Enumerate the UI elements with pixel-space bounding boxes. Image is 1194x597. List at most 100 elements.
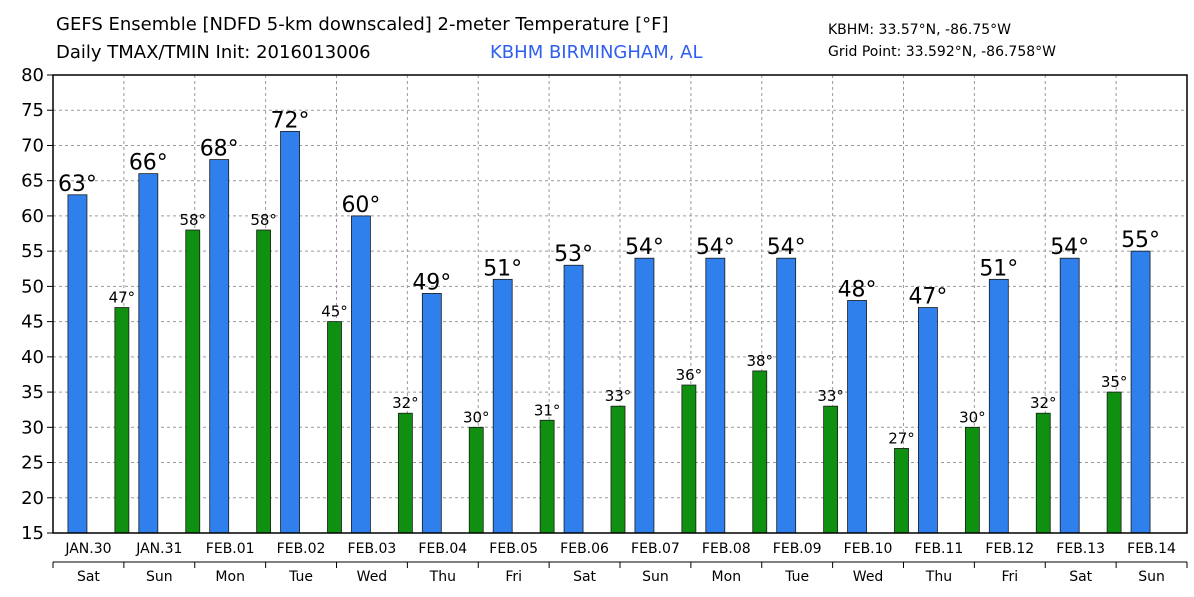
grid-point-coordinates: Grid Point: 33.592°N, -86.758°W: [828, 44, 1056, 60]
tmin-bar: [752, 370, 768, 534]
tmin-bar: [1106, 391, 1122, 534]
tmax-bar: [776, 257, 797, 534]
x-date-label: FEB.11: [915, 541, 964, 557]
y-tick-label: 65: [21, 171, 44, 192]
tmax-data-label: 49°: [412, 270, 451, 295]
tmin-data-label: 27°: [888, 429, 915, 447]
x-day-label: Sun: [642, 569, 669, 585]
x-day-label: Tue: [784, 569, 809, 585]
y-tick-label: 75: [21, 100, 44, 121]
x-day-label: Mon: [712, 569, 742, 585]
y-tick-label: 80: [21, 65, 44, 86]
tmin-data-label: 36°: [676, 366, 703, 384]
plot-border: [52, 74, 1188, 534]
tmin-data-label: 30°: [959, 408, 986, 426]
tmin-data-label: 58°: [250, 211, 277, 229]
tmax-bar: [138, 173, 159, 534]
chart-title: GEFS Ensemble [NDFD 5-km downscaled] 2-m…: [56, 14, 669, 35]
y-tick-label: 20: [21, 488, 44, 509]
x-day-label: Tue: [288, 569, 313, 585]
x-day-label: Sun: [146, 569, 173, 585]
tmin-bar: [610, 405, 626, 534]
x-day-label: Mon: [215, 569, 245, 585]
x-day-label: Sat: [77, 569, 100, 585]
tmin-bar: [185, 229, 201, 534]
tmin-data-label: 47°: [109, 289, 136, 307]
tmin-data-label: 33°: [605, 387, 632, 405]
tmin-data-label: 38°: [746, 352, 773, 370]
y-tick-label: 60: [21, 206, 44, 227]
x-date-label: FEB.13: [1056, 541, 1105, 557]
tmin-bar: [256, 229, 272, 534]
tmax-data-label: 53°: [554, 242, 593, 267]
tmin-data-label: 58°: [179, 211, 206, 229]
tmax-data-label: 54°: [767, 235, 806, 260]
tmin-bar: [894, 448, 909, 534]
y-tick-label: 35: [21, 382, 44, 403]
tmin-bar: [964, 426, 980, 534]
y-tick-label: 25: [21, 453, 44, 474]
y-tick-label: 70: [21, 135, 44, 156]
x-day-label: Fri: [1001, 569, 1018, 585]
x-date-label: FEB.14: [1127, 541, 1176, 557]
x-date-label: JAN.30: [64, 541, 111, 557]
tmax-data-label: 60°: [341, 193, 380, 218]
tmin-bar: [114, 307, 130, 534]
tmin-data-label: 30°: [463, 408, 490, 426]
x-day-label: Sun: [1138, 569, 1165, 585]
tmin-data-label: 31°: [534, 401, 561, 419]
tmax-data-label: 51°: [979, 256, 1018, 281]
x-day-label: Sat: [1069, 569, 1092, 585]
tmax-bar: [1059, 257, 1080, 534]
tmin-bar: [327, 321, 342, 534]
x-date-label: FEB.08: [702, 541, 751, 557]
tmax-bar: [988, 278, 1009, 534]
tmin-bar: [539, 419, 555, 534]
x-date-label: FEB.10: [844, 541, 893, 557]
chart-subtitle: Daily TMAX/TMIN Init: 2016013006: [56, 42, 371, 63]
x-date-label: FEB.07: [631, 541, 680, 557]
tmin-bar: [397, 412, 413, 534]
x-day-label: Wed: [357, 569, 388, 585]
tmax-bar: [563, 264, 584, 534]
tmin-bar: [681, 384, 697, 534]
tmax-bar: [705, 257, 726, 534]
tmax-bar: [280, 130, 300, 534]
tmax-data-label: 54°: [696, 235, 735, 260]
y-tick-label: 55: [21, 241, 44, 262]
tmax-bar: [67, 194, 88, 534]
tmax-bar: [1130, 250, 1151, 534]
tmax-bar: [847, 300, 867, 534]
y-tick-label: 30: [21, 417, 44, 438]
tmin-bar: [468, 426, 484, 534]
x-date-label: FEB.03: [348, 541, 397, 557]
tmax-bar: [918, 307, 938, 534]
tmax-data-label: 54°: [1050, 235, 1089, 260]
tmax-bar: [351, 215, 371, 534]
y-tick-label: 50: [21, 276, 44, 297]
x-date-label: FEB.02: [277, 541, 326, 557]
x-day-label: Thu: [925, 569, 952, 585]
tmax-data-label: 72°: [271, 108, 310, 133]
tmax-data-label: 54°: [625, 235, 664, 260]
tmin-data-label: 32°: [392, 394, 419, 412]
x-date-label: FEB.06: [560, 541, 609, 557]
y-tick-label: 40: [21, 347, 44, 368]
tmin-bar: [1035, 412, 1051, 534]
tmax-data-label: 66°: [129, 151, 168, 176]
x-day-label: Fri: [505, 569, 522, 585]
tmax-data-label: 48°: [838, 277, 877, 302]
tmax-bar: [421, 293, 442, 534]
tmin-data-label: 35°: [1101, 373, 1128, 391]
tmin-bar: [823, 405, 839, 534]
tmax-data-label: 55°: [1121, 228, 1160, 253]
x-day-label: Thu: [429, 569, 456, 585]
tmin-data-label: 33°: [817, 387, 844, 405]
tmax-bar: [634, 257, 655, 534]
tmin-data-label: 45°: [321, 303, 348, 321]
x-day-label: Sat: [573, 569, 596, 585]
tmax-data-label: 63°: [58, 172, 97, 197]
x-date-label: FEB.09: [773, 541, 822, 557]
tmax-data-label: 47°: [908, 285, 947, 310]
